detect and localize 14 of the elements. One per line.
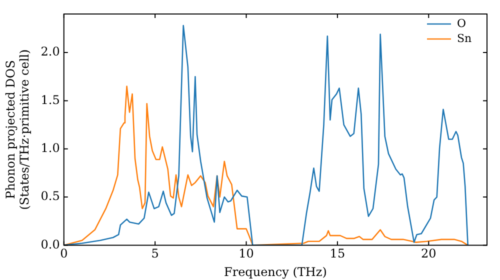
y-tick-label: 0.5	[40, 189, 60, 204]
legend-label: Sn	[457, 32, 472, 45]
y-tick-label: 2.0	[40, 44, 60, 59]
x-tick-label: 5	[151, 246, 159, 261]
y-axis-title: Phonon projected DOS (States/THz·primitive cell)	[3, 49, 32, 210]
y-tick-label: 0.0	[40, 237, 60, 252]
x-tick-label: 10	[238, 246, 254, 261]
y-tick-label: 1.0	[40, 140, 60, 155]
y-tick-label: 1.5	[40, 92, 60, 107]
legend-label: O	[457, 16, 466, 30]
x-tick-label: 0	[60, 246, 68, 261]
x-tick-label: 15	[330, 246, 346, 261]
x-tick-label: 20	[421, 246, 436, 261]
x-axis-title: Frequency (THz)	[224, 264, 327, 279]
